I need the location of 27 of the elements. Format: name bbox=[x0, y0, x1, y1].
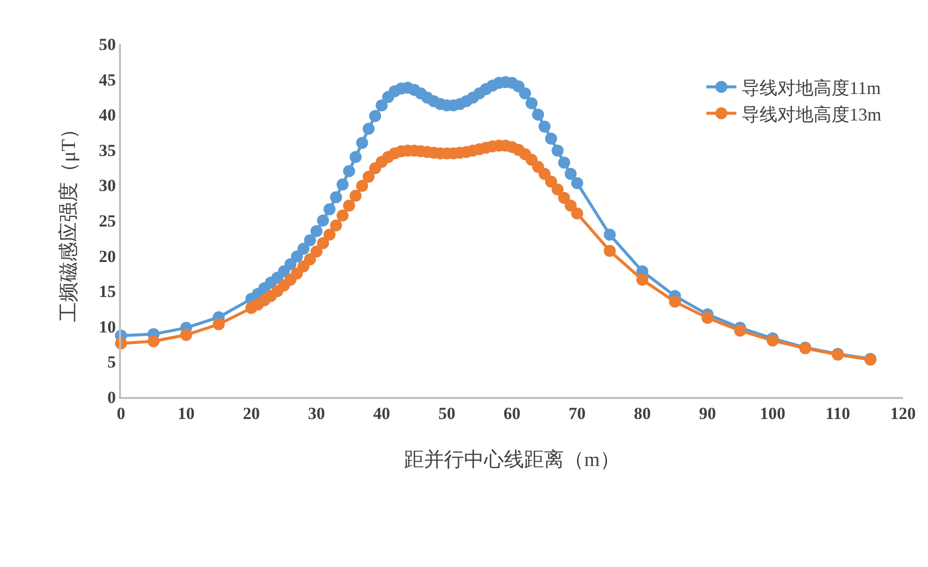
y-tick-label: 5 bbox=[107, 352, 116, 372]
x-tick-label: 60 bbox=[504, 404, 520, 424]
x-tick-label: 110 bbox=[826, 404, 850, 424]
y-tick-label: 0 bbox=[107, 388, 116, 407]
x-axis-title: 距并行中心线距离（m） bbox=[404, 449, 620, 472]
y-tick-label: 20 bbox=[98, 246, 116, 266]
x-tick-label: 100 bbox=[760, 404, 786, 424]
x-tick-label: 70 bbox=[568, 404, 586, 424]
y-tick-label: 30 bbox=[98, 176, 116, 196]
y-tick-label: 35 bbox=[98, 140, 116, 160]
y-tick-label: 40 bbox=[98, 106, 116, 125]
y-tick-label: 10 bbox=[98, 317, 116, 336]
x-tick-label: 40 bbox=[373, 404, 390, 424]
legend-label: 导线对地高度13m bbox=[741, 104, 882, 124]
x-tick-label: 20 bbox=[242, 404, 260, 424]
x-tick-label: 80 bbox=[634, 404, 651, 424]
x-tick-label: 10 bbox=[178, 404, 195, 424]
x-tick-label: 120 bbox=[890, 404, 916, 424]
legend-label: 导线对地高度11m bbox=[741, 78, 881, 98]
y-tick-label: 45 bbox=[98, 70, 116, 90]
y-tick-label: 15 bbox=[98, 282, 116, 302]
x-tick-label: 90 bbox=[699, 404, 716, 424]
x-tick-label: 50 bbox=[438, 404, 456, 424]
x-tick-label: 30 bbox=[308, 404, 325, 424]
y-axis-title: 工频磁感应强度（μT） bbox=[58, 119, 80, 322]
y-tick-label: 25 bbox=[98, 211, 116, 230]
y-tick-label: 50 bbox=[98, 34, 116, 54]
